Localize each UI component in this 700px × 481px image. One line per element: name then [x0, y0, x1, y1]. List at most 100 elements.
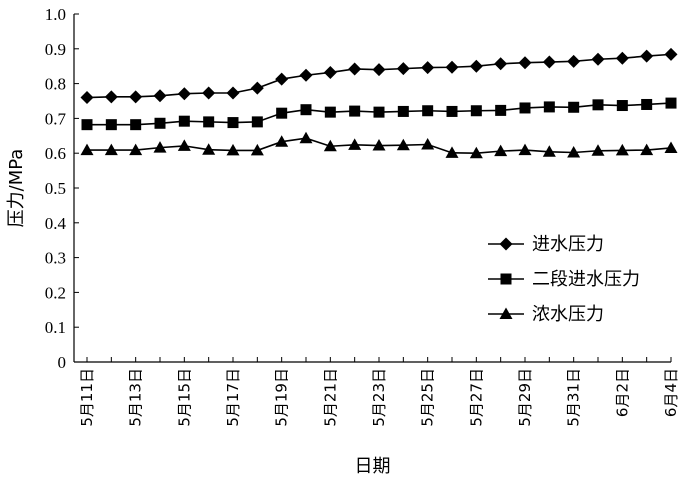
x-tick-label: 5月23日 [370, 368, 388, 427]
data-point-triangle [104, 143, 118, 156]
legend-item: 进水压力 [488, 234, 604, 255]
data-point-diamond [129, 90, 143, 104]
x-tick-label: 5月31日 [565, 368, 583, 427]
y-axis-title: 压力/MPa [6, 149, 27, 228]
data-point-triangle [299, 131, 313, 144]
data-point-triangle [177, 139, 191, 151]
data-point-square [373, 106, 385, 118]
data-point-square [422, 105, 434, 117]
data-point-triangle [615, 143, 629, 156]
x-tick-label: 5月25日 [419, 368, 437, 427]
data-point-diamond [202, 86, 216, 100]
data-point-diamond [469, 59, 483, 73]
y-tick-label: 0.7 [45, 109, 67, 128]
data-point-square [227, 117, 239, 129]
x-tick-label: 5月29日 [516, 368, 534, 427]
data-point-square [470, 105, 482, 117]
data-point-square [349, 105, 361, 117]
x-tick-label: 5月11日 [78, 368, 96, 427]
data-point-triangle [202, 143, 216, 155]
data-point-diamond [494, 57, 508, 71]
data-point-diamond [664, 47, 678, 61]
data-point-diamond [226, 86, 240, 100]
data-point-square [276, 107, 288, 119]
x-tick-label: 5月27日 [467, 368, 485, 427]
data-point-square [105, 119, 117, 131]
x-tick-label: 5月13日 [127, 368, 145, 427]
data-point-triangle [640, 143, 654, 156]
data-point-square [568, 101, 580, 113]
data-point-triangle [80, 143, 94, 156]
data-point-triangle [591, 144, 605, 156]
legend-item: 二段进水压力 [488, 269, 640, 290]
data-point-triangle [499, 307, 513, 319]
data-point-diamond [153, 89, 167, 103]
data-point-square [251, 116, 263, 128]
data-point-square [616, 100, 628, 112]
data-point-square [446, 105, 458, 117]
data-point-diamond [421, 61, 435, 75]
data-point-diamond [348, 62, 362, 76]
data-point-triangle [250, 143, 264, 156]
x-tick-label: 5月21日 [321, 368, 339, 427]
data-point-square [592, 99, 604, 111]
data-point-diamond [372, 63, 386, 77]
x-tick-label: 5月15日 [175, 368, 193, 427]
data-point-diamond [250, 81, 264, 95]
series-1 [80, 47, 678, 105]
y-tick-label: 0.5 [45, 179, 66, 198]
y-tick-label: 0.3 [45, 249, 66, 268]
data-point-diamond [567, 54, 581, 68]
data-point-diamond [396, 62, 410, 76]
data-point-diamond [177, 87, 191, 101]
data-point-square [397, 105, 409, 117]
data-point-triangle [372, 139, 386, 151]
data-point-triangle [153, 141, 167, 153]
data-point-triangle [275, 135, 289, 147]
data-point-triangle [129, 143, 143, 156]
data-point-triangle [226, 143, 240, 156]
data-point-square [154, 117, 166, 129]
data-point-triangle [664, 141, 678, 153]
data-point-triangle [542, 145, 556, 157]
data-point-triangle [469, 146, 483, 159]
legend-label: 浓水压力 [532, 304, 604, 325]
data-point-triangle [396, 138, 410, 151]
y-tick-label: 0.1 [45, 318, 66, 337]
x-axis-ticks: 5月11日 5月13日 5月15日 5月17日 5月19日 5月21日 5月23日 5月25日… [78, 357, 680, 427]
data-point-diamond [640, 49, 654, 63]
data-point-triangle [323, 139, 337, 152]
y-tick-label: 0.6 [45, 144, 66, 163]
legend-item: 浓水压力 [488, 304, 604, 325]
legend-label: 进水压力 [532, 234, 604, 255]
data-point-square [500, 273, 512, 285]
data-point-triangle [421, 138, 435, 150]
x-tick-label: 6月4日 [662, 368, 680, 417]
data-point-diamond [299, 68, 313, 82]
data-point-diamond [591, 52, 605, 66]
data-point-diamond [104, 90, 118, 104]
data-point-square [81, 119, 93, 131]
x-tick-label: 5月19日 [273, 368, 291, 427]
y-tick-label: 0.2 [45, 283, 66, 302]
data-point-square [130, 119, 142, 131]
y-tick-label: 0.8 [45, 75, 66, 94]
series-2 [81, 97, 677, 131]
y-tick-label: 0 [58, 353, 67, 372]
data-point-triangle [494, 144, 508, 157]
data-point-diamond [542, 55, 556, 69]
x-tick-label: 6月2日 [613, 368, 631, 417]
data-point-triangle [567, 146, 581, 158]
legend-label: 二段进水压力 [532, 269, 640, 290]
y-tick-label: 0.9 [45, 40, 66, 59]
data-point-square [324, 106, 336, 118]
data-point-square [641, 98, 653, 110]
data-point-diamond [615, 51, 629, 65]
data-point-triangle [445, 146, 459, 158]
data-point-diamond [518, 56, 532, 70]
data-point-square [495, 104, 507, 116]
series-layer [80, 47, 678, 159]
y-tick-label: 1.0 [45, 5, 66, 24]
